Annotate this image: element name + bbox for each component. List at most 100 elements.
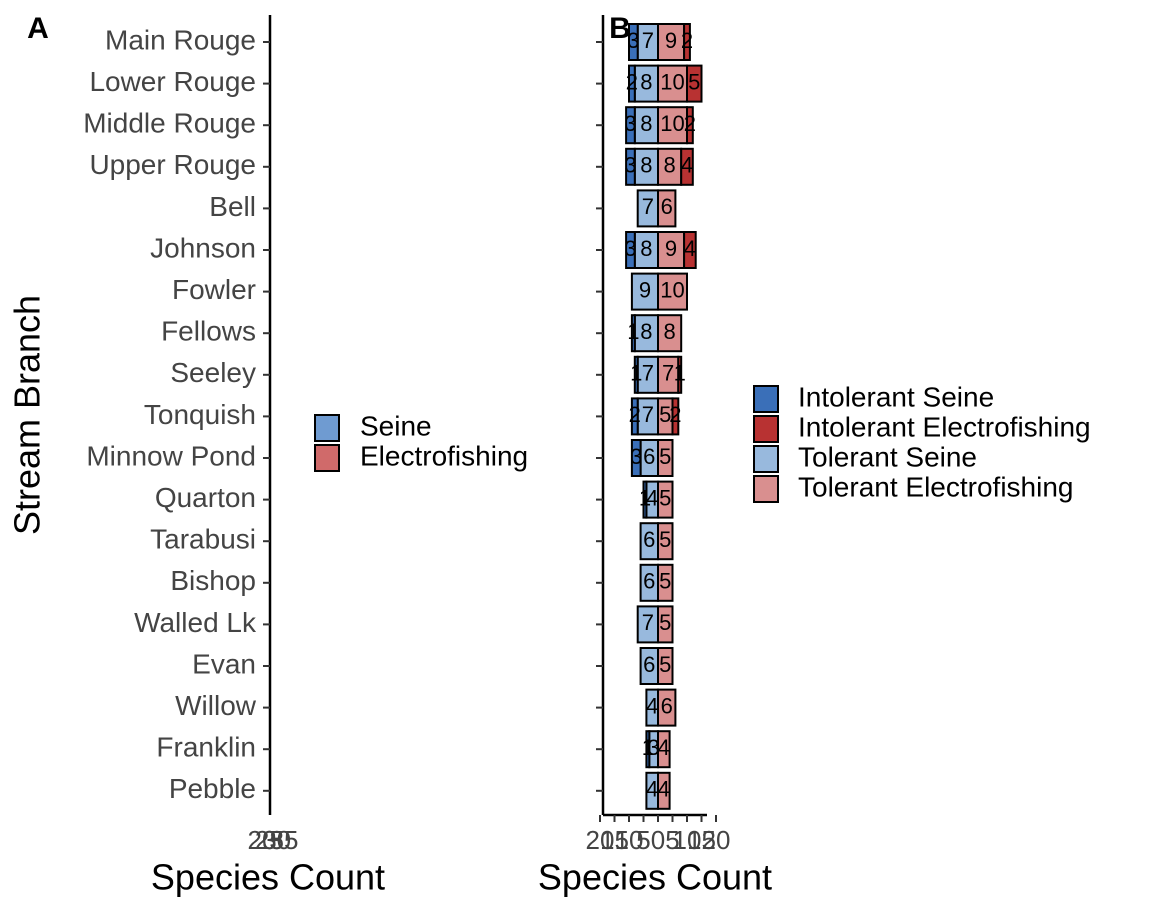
- data-label: 6: [661, 693, 673, 718]
- y-tick-label: Fellows: [161, 316, 256, 347]
- data-label: 10: [660, 69, 684, 94]
- legend-label: Intolerant Electrofishing: [798, 411, 1091, 442]
- data-label: 5: [659, 444, 671, 469]
- data-label: 8: [663, 319, 675, 344]
- legend-label: Tolerant Seine: [798, 441, 977, 472]
- legend-label: Intolerant Seine: [798, 381, 994, 412]
- bar-segment: [657, 688, 677, 727]
- bar-segment: [628, 64, 636, 103]
- data-label: 5: [659, 610, 671, 635]
- data-label: 4: [646, 777, 658, 802]
- bar-segment: [680, 147, 694, 186]
- data-label: 2: [629, 402, 641, 427]
- data-label: 1: [639, 485, 651, 510]
- data-label: 1: [642, 735, 654, 760]
- panel-label: A: [27, 12, 49, 45]
- legend-swatch: [314, 444, 340, 472]
- data-label: 10: [660, 277, 684, 302]
- data-label: 5: [659, 402, 671, 427]
- x-tick-label: 20: [586, 825, 615, 855]
- y-tick-label: Evan: [192, 648, 256, 679]
- legend-label: Tolerant Electrofishing: [798, 471, 1073, 502]
- data-label: 2: [626, 69, 638, 94]
- bar-segment: [671, 397, 680, 436]
- data-label: 7: [642, 28, 654, 53]
- x-tick-label: 15: [600, 825, 629, 855]
- bar-segment: [657, 23, 686, 61]
- data-label: 4: [646, 485, 658, 510]
- y-tick-label: Main Rouge: [105, 24, 256, 55]
- data-label: 6: [643, 444, 655, 469]
- data-label: 5: [659, 569, 671, 594]
- x-tick-label: 5: [636, 825, 650, 855]
- data-label: 3: [624, 111, 636, 136]
- bar-segment: [633, 355, 639, 394]
- bar-segment: [657, 314, 683, 353]
- legend-label: Seine: [360, 410, 432, 441]
- data-label: 6: [643, 569, 655, 594]
- bar-segment: [657, 480, 674, 519]
- x-tick-label: 10: [615, 825, 644, 855]
- bar-segment: [657, 272, 688, 311]
- x-tick-label: 0: [651, 825, 665, 855]
- bar-segment: [657, 771, 671, 810]
- bar-segment: [625, 147, 636, 186]
- data-label: 8: [640, 111, 652, 136]
- bar-segment: [657, 106, 688, 145]
- x-tick-label: 35: [270, 825, 299, 855]
- panel-label: B: [609, 12, 631, 45]
- y-tick-label: Pebble: [169, 773, 256, 804]
- data-label: 4: [658, 735, 670, 760]
- bar-segment: [630, 397, 639, 436]
- y-tick-label: Franklin: [156, 732, 256, 763]
- data-label: 7: [642, 610, 654, 635]
- data-label: 4: [681, 153, 693, 178]
- data-label: 3: [624, 153, 636, 178]
- data-label: 8: [640, 153, 652, 178]
- y-tick-label: Tarabusi: [150, 524, 256, 555]
- data-label: 9: [639, 277, 651, 302]
- y-tick-label: Bishop: [170, 565, 256, 596]
- legend-swatch: [753, 475, 779, 503]
- data-label: 4: [684, 236, 696, 261]
- bar-segment: [630, 439, 642, 477]
- data-label: 4: [658, 777, 670, 802]
- data-label: 4: [646, 693, 658, 718]
- data-label: 5: [688, 69, 700, 94]
- data-label: 8: [640, 236, 652, 261]
- legend-swatch: [753, 445, 779, 473]
- y-tick-label: Middle Rouge: [83, 108, 256, 139]
- data-label: 5: [659, 485, 671, 510]
- bar-segment: [677, 355, 683, 394]
- bar-segment: [657, 730, 671, 769]
- x-tick-label: 20: [248, 825, 277, 855]
- x-tick-label: 15: [687, 825, 716, 855]
- x-axis-title: Species Count: [538, 857, 772, 898]
- data-label: 7: [642, 194, 654, 219]
- x-tick-label: 20: [702, 825, 731, 855]
- data-label: 10: [660, 111, 684, 136]
- data-label: 2: [669, 402, 681, 427]
- data-label: 1: [627, 319, 639, 344]
- data-label: 3: [630, 444, 642, 469]
- bar-segment: [642, 480, 648, 519]
- y-tick-label: Minnow Pond: [86, 440, 256, 471]
- y-tick-label: Tonquish: [144, 399, 256, 430]
- y-tick-label: Willow: [175, 690, 257, 721]
- data-label: 8: [640, 69, 652, 94]
- x-tick-label: 10: [673, 825, 702, 855]
- data-label: 3: [627, 28, 639, 53]
- data-label: 8: [663, 153, 675, 178]
- bar-segment: [657, 605, 674, 644]
- y-tick-label: Seeley: [170, 357, 256, 388]
- legend-label: Electrofishing: [360, 440, 528, 471]
- x-axis-title: Species Count: [151, 857, 385, 898]
- bar-segment: [683, 231, 697, 269]
- data-label: 3: [648, 735, 660, 760]
- bar-segment: [686, 106, 694, 145]
- y-tick-label: Johnson: [150, 232, 256, 263]
- bar-segment: [645, 730, 651, 769]
- bar-segment: [630, 272, 660, 311]
- bar-segment: [683, 23, 691, 61]
